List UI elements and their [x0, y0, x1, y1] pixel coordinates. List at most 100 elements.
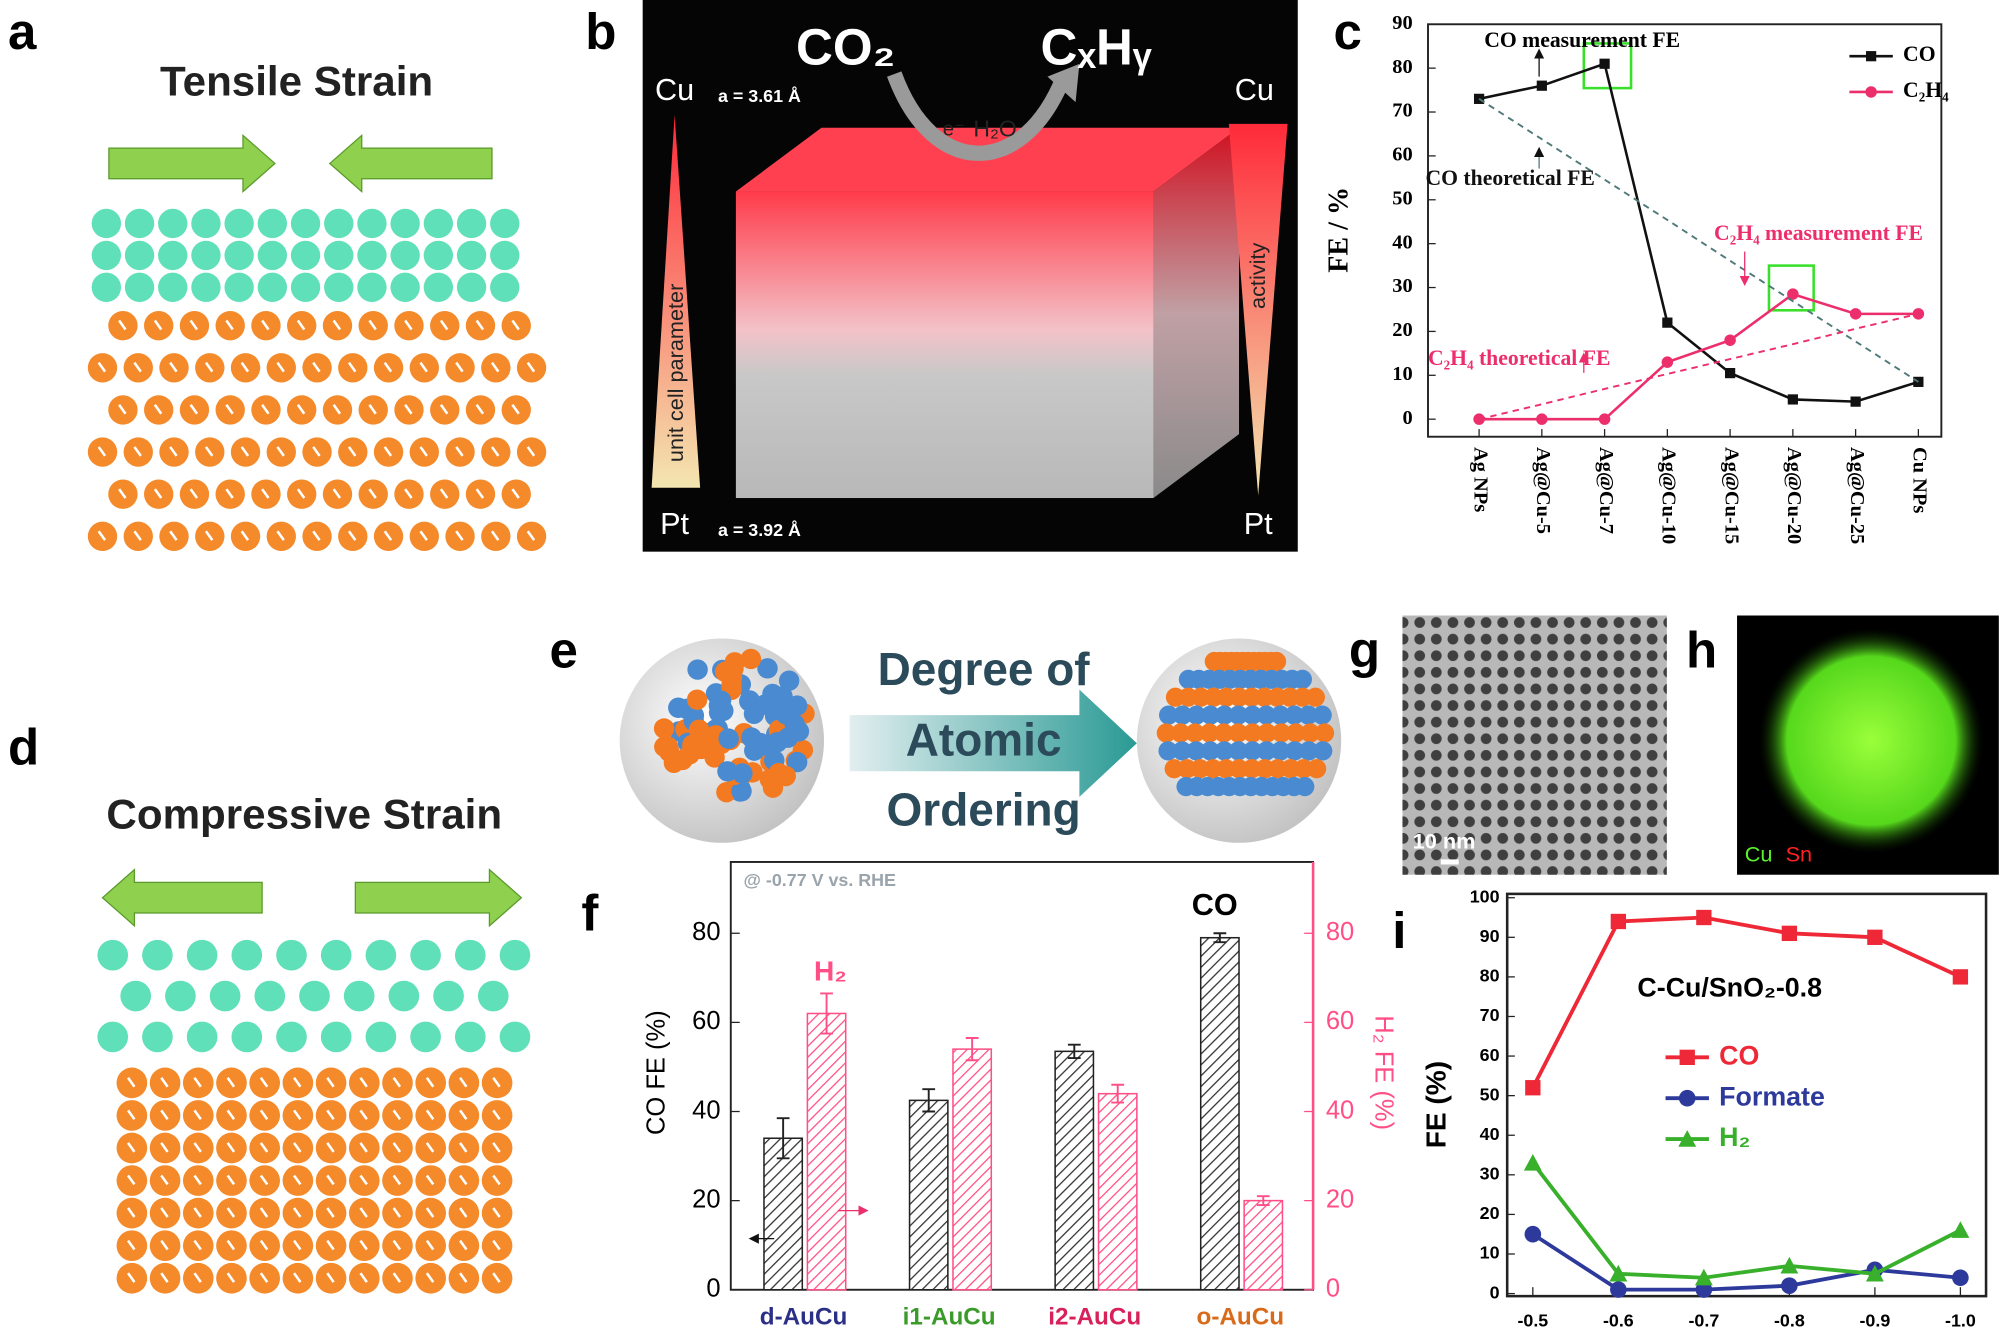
- line-annotation: CO theoretical FE: [1425, 166, 1594, 190]
- atom-highlight: [160, 1109, 169, 1121]
- atom: [740, 648, 762, 670]
- x-tick-label: Ag@Cu-7: [1595, 447, 1617, 534]
- atom: [762, 777, 784, 798]
- atom: [433, 980, 464, 1012]
- atom: [1256, 741, 1277, 761]
- atom-highlight: [490, 361, 500, 373]
- atom-highlight: [459, 1142, 468, 1153]
- atom-arrangement: [653, 648, 1335, 803]
- data-point: [1694, 1268, 1713, 1286]
- x-tick-label: Ag@Cu-25: [1846, 447, 1868, 544]
- atom: [679, 744, 700, 765]
- atom: [1200, 705, 1221, 725]
- atom: [1171, 723, 1191, 743]
- scale-bar: [1440, 859, 1459, 865]
- y-tick-label: 10: [1480, 1243, 1500, 1263]
- atom: [1228, 723, 1248, 743]
- atom: [1298, 705, 1318, 725]
- atom-highlight: [425, 1142, 435, 1153]
- atom-highlight: [455, 530, 464, 541]
- atom-highlight: [359, 1109, 368, 1121]
- y2-tick-label: 40: [1326, 1096, 1354, 1124]
- atom: [1285, 741, 1305, 761]
- atom-highlight: [326, 1207, 335, 1218]
- data-point: [1865, 1264, 1884, 1282]
- atom-highlight: [439, 319, 449, 331]
- panel-title: Tensile Strain: [160, 57, 433, 104]
- data-point: [1781, 1277, 1798, 1294]
- atom-highlight: [240, 361, 250, 373]
- atom-highlight: [392, 1077, 402, 1088]
- atom-highlight: [296, 488, 306, 499]
- atom: [777, 727, 799, 748]
- gradient-triangle: [651, 114, 701, 488]
- atom-highlight: [169, 361, 178, 373]
- atom: [743, 703, 765, 724]
- y-tick-label: 60: [692, 1007, 720, 1035]
- atom: [254, 980, 286, 1012]
- atom-highlight: [475, 319, 485, 331]
- atom-highlight: [326, 1174, 335, 1186]
- atom: [704, 747, 725, 768]
- atom-highlight: [240, 530, 250, 541]
- atom: [1185, 723, 1205, 743]
- atom-highlight: [240, 446, 250, 457]
- atom-highlight: [193, 1109, 202, 1121]
- atom: [224, 240, 254, 271]
- atom: [1295, 777, 1315, 797]
- atom-highlight: [127, 1077, 136, 1088]
- atom-highlight: [404, 404, 413, 415]
- panel-label: i: [1392, 902, 1406, 959]
- data-point: [1781, 925, 1798, 942]
- atom: [165, 980, 196, 1012]
- y-axis-label: CO FE (%): [643, 1010, 671, 1135]
- atom-highlight: [347, 361, 357, 373]
- panel-label: h: [1686, 621, 1717, 678]
- atom-highlight: [383, 530, 393, 541]
- legend-marker: [1679, 1049, 1695, 1066]
- atom-highlight: [97, 361, 107, 373]
- ordering-arrow: [849, 689, 1137, 797]
- data-point: [1523, 1154, 1542, 1171]
- atom-highlight: [359, 1142, 368, 1153]
- element-label: Cu: [1745, 841, 1773, 866]
- atom: [663, 752, 685, 774]
- product: CₓHᵧ: [1040, 19, 1151, 76]
- panel-title: Compressive Strain: [106, 790, 502, 837]
- atom: [454, 939, 486, 971]
- data-point: [1599, 58, 1610, 69]
- legend-label: H₂: [1719, 1122, 1750, 1152]
- atom: [715, 661, 736, 683]
- atom: [390, 208, 420, 239]
- atom: [91, 240, 122, 271]
- atom-highlight: [204, 361, 214, 373]
- atom: [687, 659, 708, 680]
- atom: [1305, 687, 1325, 707]
- atom: [224, 272, 254, 303]
- y-tick-label: 20: [1392, 319, 1412, 341]
- atom: [717, 761, 738, 782]
- atom-highlight: [459, 1207, 468, 1218]
- y-tick-label: 40: [1392, 231, 1412, 253]
- atom-highlight: [160, 1174, 169, 1186]
- atom: [454, 1021, 486, 1053]
- atom: [186, 1021, 218, 1053]
- error-bar: [776, 1117, 790, 1160]
- y-tick-label: 100: [1470, 886, 1500, 906]
- x-tick-label: -0.6: [1603, 1310, 1634, 1330]
- data-point: [1536, 80, 1547, 91]
- x-tick-label: o-AuCu: [1197, 1303, 1285, 1330]
- legend-label: CO: [1719, 1040, 1759, 1070]
- bar: [908, 1099, 949, 1291]
- atom-highlight: [276, 361, 285, 373]
- atom: [97, 1021, 129, 1053]
- atom-highlight: [226, 1077, 236, 1088]
- element-label: Sn: [1786, 841, 1813, 866]
- atom-highlight: [293, 1207, 302, 1218]
- atom: [1242, 705, 1262, 725]
- atom-highlight: [526, 530, 536, 541]
- atom-highlight: [276, 446, 285, 457]
- bar: [1199, 936, 1240, 1291]
- x-tick-label: Cu NPs: [1909, 447, 1931, 513]
- atom-highlight: [425, 1109, 435, 1121]
